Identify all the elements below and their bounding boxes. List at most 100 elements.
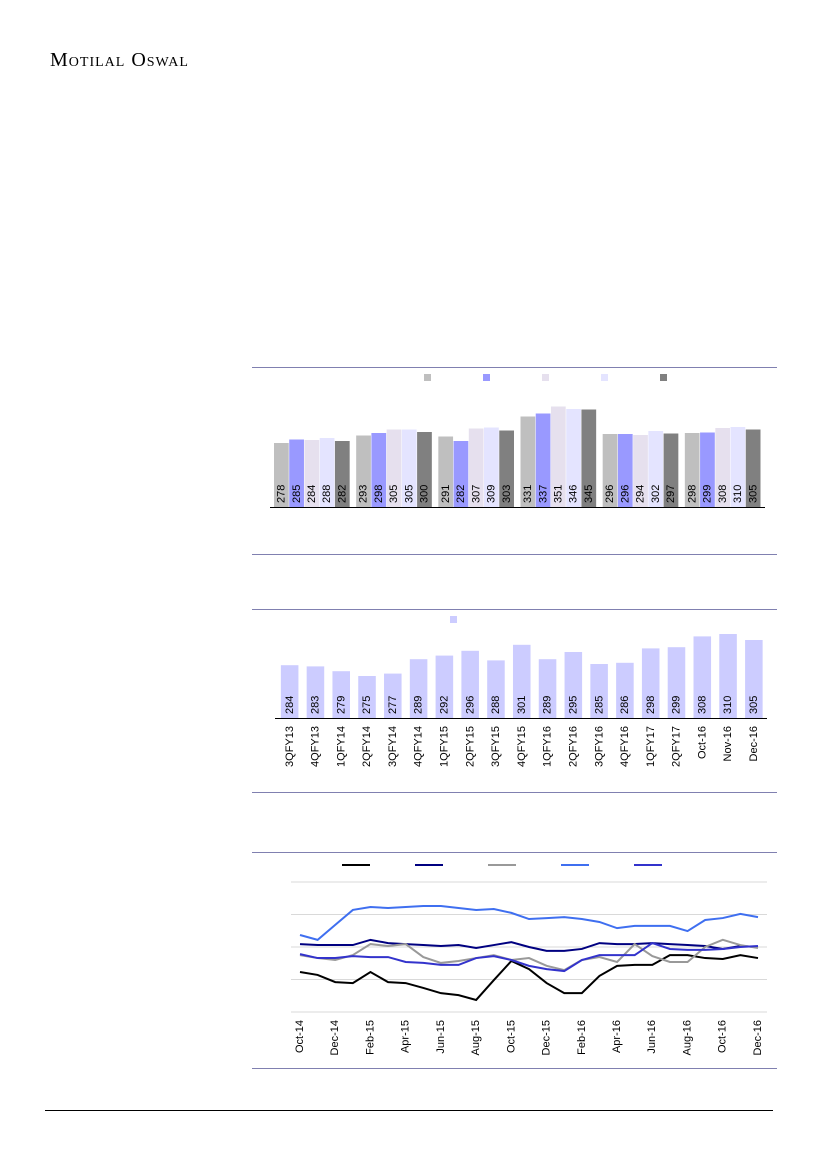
legend-swatch [424,374,431,381]
value-label: 277 [387,696,399,714]
bar [461,650,479,718]
value-label: 305 [748,696,760,714]
x-tick-label: Oct-14 [294,1020,306,1053]
legend-swatch [542,374,549,381]
x-tick-label: 2QFY15 [464,726,476,767]
value-label: 278 [276,485,288,503]
bar [332,671,350,718]
bar [306,666,325,718]
bar [663,433,679,507]
line-series [299,941,759,973]
bar [745,640,763,718]
brand: Motilal Oswal [50,49,189,71]
x-tick-label: Feb-15 [364,1020,376,1055]
x-tick-label: Feb-16 [576,1020,588,1055]
x-tick-label: 4QFY16 [619,726,631,767]
value-label: 307 [470,485,482,503]
bar [564,652,583,718]
value-label: 346 [568,485,580,503]
bar [566,409,581,507]
value-label: 288 [490,696,502,714]
bar [602,434,618,507]
x-tick-label: Jun-16 [646,1020,658,1054]
x-tick-label: Aug-16 [681,1020,693,1055]
bar [358,676,376,718]
bar [438,436,454,507]
bar [384,673,402,718]
x-tick-label: 2QFY17 [671,726,683,767]
value-label: 285 [291,485,303,503]
value-label: 289 [413,696,425,714]
bar [371,433,387,507]
bar [386,429,402,507]
bar [693,636,712,718]
value-label: 298 [373,485,385,503]
x-tick-label: Oct-16 [696,726,708,759]
value-label: 308 [717,485,729,503]
x-tick-label: 3QFY16 [593,726,605,767]
value-label: 309 [486,485,498,503]
bar [487,660,505,718]
value-label: 308 [696,696,708,714]
legend-swatch [660,374,667,381]
x-tick-label: Dec-14 [329,1020,341,1055]
value-label: 305 [747,485,759,503]
x-tick-label: 1QFY15 [439,726,451,767]
line-series [299,938,759,972]
value-label: 297 [665,485,677,503]
line-series [299,954,759,1002]
x-tick-label: Aug-15 [470,1020,482,1055]
bar [401,429,417,507]
legend-swatch [450,616,457,623]
bar [319,438,335,507]
x-tick-label: Dec-16 [752,1020,764,1055]
bar [520,416,536,507]
frames [252,367,777,1069]
value-label: 293 [358,485,370,503]
x-tick-label: 1QFY16 [542,726,554,767]
value-label: 282 [455,485,467,503]
value-label: 299 [671,696,683,714]
value-label: 298 [645,696,657,714]
legend-swatch [483,374,490,381]
bar [453,441,469,507]
value-label: 294 [635,485,647,503]
legend-swatch [601,374,608,381]
value-label: 310 [722,696,734,714]
value-label: 305 [388,485,400,503]
x-tick-label: Apr-16 [611,1020,623,1053]
value-label: 300 [419,485,431,503]
value-label: 296 [619,485,631,503]
line-series [299,938,759,952]
value-label: 305 [403,485,415,503]
x-tick-label: 2QFY14 [361,726,373,767]
value-label: 345 [583,485,595,503]
bar [684,433,700,507]
x-tick-label: 3QFY14 [387,726,399,767]
x-tick-label: 4QFY13 [310,726,322,767]
line-series [299,905,759,941]
bar [538,659,557,718]
x-tick-label: 1QFY17 [645,726,657,767]
bar [700,432,715,507]
value-label: 289 [542,696,554,714]
bar [409,659,428,718]
bar [417,432,432,507]
bar [280,665,299,718]
value-label: 337 [537,485,549,503]
bar [304,440,320,507]
value-label: 283 [310,696,322,714]
value-label: 279 [335,696,347,714]
bar [648,431,664,507]
value-label: 331 [522,485,534,503]
value-label: 285 [593,696,605,714]
value-label: 296 [604,485,616,503]
value-label: 295 [567,696,579,714]
value-label: 302 [650,485,662,503]
bar [289,439,304,507]
x-tick-label: 2QFY16 [567,726,579,767]
bar [616,662,634,718]
value-label: 282 [336,485,348,503]
value-label: 275 [361,696,373,714]
value-label: 299 [702,485,714,503]
